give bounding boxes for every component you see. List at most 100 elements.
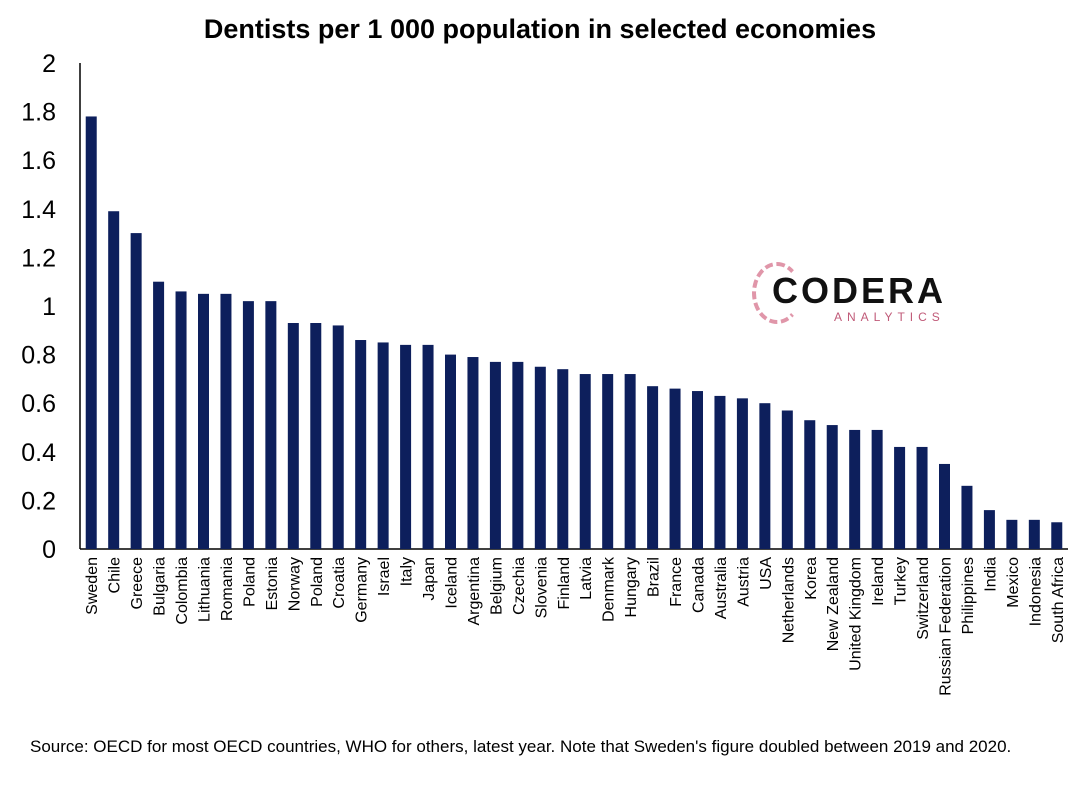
x-tick-label: Bulgaria — [152, 557, 169, 616]
x-tick-label: India — [982, 557, 999, 592]
y-tick-label: 0.4 — [21, 439, 56, 467]
bar — [781, 410, 793, 549]
x-tick-label: Israel — [376, 557, 393, 596]
bar — [489, 361, 501, 549]
x-tick-label: Denmark — [601, 556, 618, 622]
y-tick-label: 0.8 — [21, 342, 56, 370]
x-tick-label: Brazil — [646, 557, 663, 597]
bar — [736, 398, 748, 549]
x-tick-label: Japan — [421, 557, 438, 601]
bar — [198, 293, 209, 549]
x-tick-label: Argentina — [466, 557, 483, 626]
x-tick-label: Germany — [354, 557, 371, 623]
bar — [287, 323, 299, 549]
y-tick-label: 0.2 — [21, 487, 56, 515]
x-tick-label: Switzerland — [915, 557, 932, 640]
logo-ring-icon — [752, 262, 802, 324]
x-tick-label: Mexico — [1005, 557, 1022, 608]
x-tick-label: Philippines — [960, 557, 977, 634]
bar — [849, 429, 861, 549]
x-tick-label: Italy — [399, 557, 416, 586]
x-tick-label: Netherlands — [780, 557, 797, 643]
bar — [512, 361, 524, 549]
x-tick-label: Korea — [803, 557, 820, 600]
bar — [355, 340, 367, 549]
y-tick-label: 1.4 — [21, 196, 56, 224]
y-tick-label: 1.6 — [21, 147, 56, 175]
bar — [1028, 519, 1040, 549]
bar — [220, 293, 232, 549]
bar — [939, 463, 950, 549]
x-tick-label: Latvia — [578, 557, 595, 600]
x-tick-label: South Africa — [1050, 557, 1067, 643]
x-tick-label: Lithuania — [197, 557, 214, 622]
bar — [669, 388, 681, 549]
bar — [692, 391, 703, 549]
logo-sub: ANALYTICS — [834, 310, 945, 324]
bar — [445, 354, 456, 549]
x-tick-label: Canada — [691, 557, 708, 613]
x-tick-label: New Zealand — [825, 557, 842, 651]
bar — [1051, 522, 1063, 549]
x-tick-label: Austria — [735, 557, 752, 607]
bar — [961, 485, 973, 549]
x-tick-label: France — [668, 557, 685, 607]
x-tick-label: Indonesia — [1027, 557, 1044, 626]
bar — [826, 425, 838, 549]
bar — [400, 344, 412, 549]
bar — [1006, 519, 1018, 549]
bar — [579, 374, 591, 549]
bar — [916, 446, 928, 549]
x-tick-label: Greece — [129, 557, 146, 610]
x-tick-label: Chile — [107, 557, 124, 594]
x-tick-label: Poland — [241, 557, 258, 607]
bar — [153, 281, 165, 549]
bar — [647, 386, 659, 549]
bar — [175, 291, 187, 549]
bar — [85, 116, 97, 550]
x-tick-label: United Kingdom — [848, 557, 865, 671]
bar — [534, 366, 546, 549]
x-tick-label: Belgium — [488, 557, 505, 615]
bar — [759, 403, 771, 549]
bar — [714, 395, 726, 549]
x-tick-label: Colombia — [174, 557, 191, 625]
bar — [242, 301, 254, 549]
x-tick-label: USA — [758, 557, 775, 590]
bar — [894, 446, 906, 549]
bar — [557, 369, 569, 549]
y-tick-label: 1 — [42, 293, 56, 321]
bar — [108, 211, 120, 550]
bar — [602, 374, 614, 549]
bar — [467, 357, 479, 549]
x-tick-label: Turkey — [893, 557, 910, 605]
bar — [871, 429, 883, 549]
bar — [130, 233, 142, 549]
x-tick-label: Ireland — [870, 557, 887, 606]
x-tick-label: Australia — [713, 557, 730, 619]
x-tick-label: Czechia — [511, 557, 528, 615]
y-tick-label: 1.8 — [21, 99, 56, 127]
x-tick-label: Hungary — [623, 557, 640, 617]
codera-logo: CODERA ANALYTICS — [752, 262, 962, 332]
x-tick-label: Iceland — [444, 557, 461, 609]
x-tick-label: Russian Federation — [938, 557, 955, 696]
bar — [377, 342, 389, 549]
bar-chart: 0 0.2 0.4 0.6 0.8 1 1.2 1.4 1.6 1.8 2 Sweden Chile Gr… — [21, 50, 1068, 696]
y-tick-label: 0 — [42, 536, 56, 564]
x-tick-label: Finland — [556, 557, 573, 609]
bar — [804, 420, 816, 549]
bar — [624, 374, 636, 549]
bar — [332, 325, 344, 549]
chart-title: Dentists per 1 000 population in selecte… — [203, 14, 877, 44]
x-tick-label: Romania — [219, 557, 236, 621]
bar — [310, 323, 322, 549]
bar — [983, 510, 995, 549]
logo-name: CODERA — [772, 270, 947, 311]
y-tick-label: 1.2 — [21, 244, 56, 272]
x-tick-label: Croatia — [331, 557, 348, 609]
x-tick-label: Estonia — [264, 557, 281, 610]
x-tick-label: Norway — [286, 557, 303, 611]
y-tick-label: 2 — [42, 50, 56, 78]
x-tick-label: Poland — [309, 557, 326, 607]
